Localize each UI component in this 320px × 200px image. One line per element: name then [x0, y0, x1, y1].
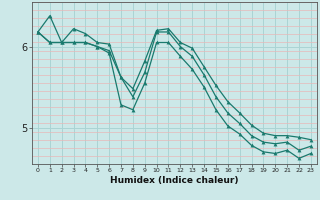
X-axis label: Humidex (Indice chaleur): Humidex (Indice chaleur)	[110, 176, 239, 185]
